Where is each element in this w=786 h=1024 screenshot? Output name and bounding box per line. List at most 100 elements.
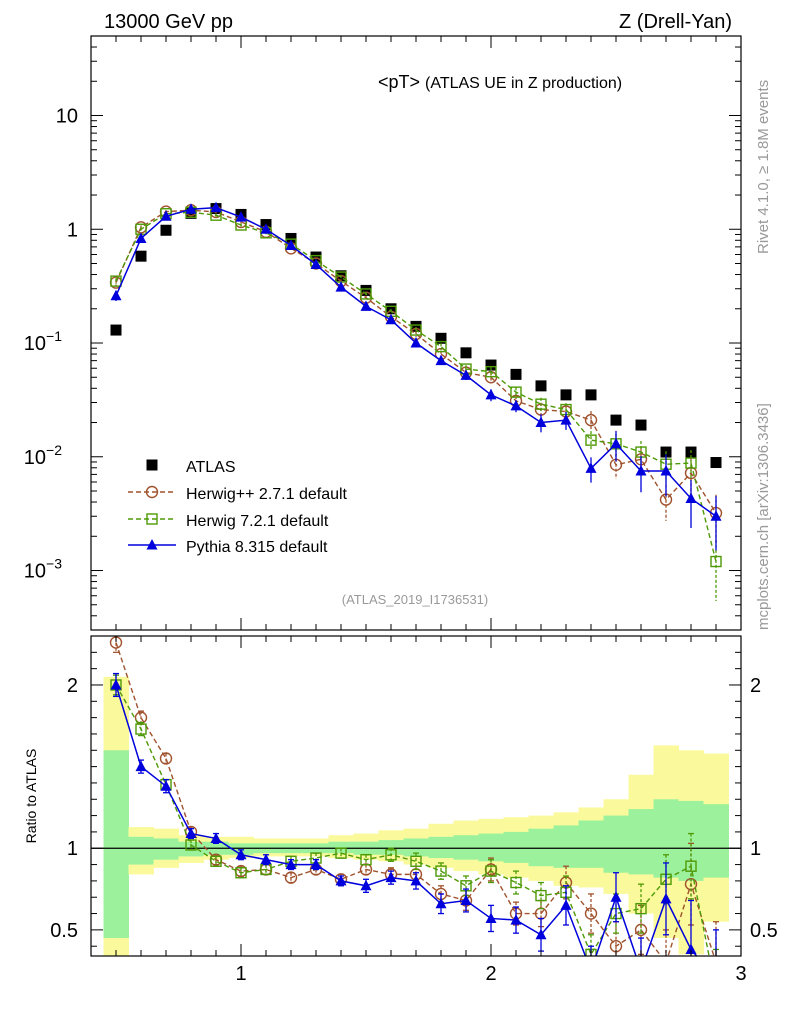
band-green <box>628 809 654 875</box>
legend-label-herwigpp: Herwig++ 2.7.1 default <box>186 486 348 503</box>
ratio-point <box>135 760 147 772</box>
ratio-point <box>685 943 697 954</box>
data-point <box>435 354 447 366</box>
ratio-point <box>110 678 122 690</box>
x-tick-label: 1 <box>235 963 246 985</box>
rivet-label: Rivet 4.1.0, ≥ 1.8M events <box>755 80 772 254</box>
band-green <box>228 843 254 855</box>
y-tick-label: 10−1 <box>24 328 62 355</box>
ratio-point <box>410 855 422 868</box>
data-point <box>160 210 172 221</box>
legend-marker-herwigpp <box>145 485 159 499</box>
legend-label-atlas: ATLAS <box>186 459 236 476</box>
data-point <box>310 251 322 263</box>
chart-title: <pT> <box>378 72 420 92</box>
ratio-point <box>285 858 297 870</box>
ratio-point <box>160 780 172 791</box>
ratio-point <box>335 847 347 859</box>
legend-label-pythia: Pythia 8.315 default <box>186 539 328 556</box>
ratio-point <box>510 914 522 925</box>
ratio-point <box>410 874 422 886</box>
data-point <box>485 365 497 378</box>
data-point <box>535 380 547 392</box>
ratio-point <box>711 973 722 984</box>
ratio-frame <box>90 635 742 957</box>
ratio-point <box>284 871 298 884</box>
ratio-point <box>385 849 397 861</box>
band-green <box>703 804 729 878</box>
data-point <box>710 510 722 521</box>
ratio-point <box>660 892 672 904</box>
ratio-y-tick-label: 2 <box>67 675 78 697</box>
data-point <box>385 313 397 325</box>
data-point <box>585 389 597 401</box>
ratio-panel: 0.5 0.5 1 1 2 2 1 2 3 <box>50 635 778 985</box>
series-pythia <box>110 201 722 551</box>
data-point <box>510 386 522 398</box>
legend-marker-herwig7 <box>146 513 158 525</box>
ratio-point <box>661 957 672 968</box>
data-point <box>335 281 347 292</box>
band-green <box>603 815 629 873</box>
ratio-point <box>685 860 697 872</box>
header-left: 13000 GeV pp <box>104 11 233 33</box>
data-point <box>635 464 647 476</box>
ratio-y-tick-label-right: 2 <box>750 675 761 697</box>
data-point <box>585 462 597 473</box>
x-tick-label: 3 <box>735 963 746 985</box>
data-point <box>485 359 497 371</box>
ratio-point <box>584 907 598 920</box>
data-point <box>485 388 497 400</box>
ratio-point <box>586 965 597 976</box>
ratio-point <box>235 848 247 860</box>
data-point <box>285 239 297 250</box>
data-point <box>135 250 147 262</box>
ratio-point <box>335 874 347 886</box>
data-point <box>160 224 172 236</box>
data-point <box>610 414 622 426</box>
data-point <box>710 555 722 568</box>
band-green <box>153 838 179 860</box>
data-point <box>110 275 122 287</box>
ratio-y-tick-label-right: 1 <box>750 838 761 860</box>
ratio-point <box>460 894 472 905</box>
data-point <box>435 340 447 353</box>
data-point <box>535 398 547 410</box>
data-point <box>110 289 122 301</box>
legend-marker-pythia <box>146 539 158 550</box>
ratio-point <box>185 827 197 839</box>
ratio-point <box>485 912 497 923</box>
legend-label-herwig7: Herwig 7.2.1 default <box>186 513 329 530</box>
legend: ATLAS Herwig++ 2.7.1 default Herwig 7.2.… <box>128 459 348 556</box>
data-point <box>210 201 222 213</box>
band-green <box>103 750 129 939</box>
main-frame <box>90 35 742 631</box>
ratio-point <box>360 853 372 866</box>
ratio-point <box>635 902 647 915</box>
data-point <box>435 332 447 344</box>
ratio-point <box>535 928 547 940</box>
data-point <box>260 223 272 234</box>
ratio-point <box>510 876 522 889</box>
data-point <box>535 416 547 428</box>
band-green <box>478 833 504 862</box>
band-green <box>128 836 154 865</box>
ratio-point <box>485 865 497 877</box>
data-point <box>110 324 122 336</box>
ratio-series-pythia <box>110 672 722 984</box>
data-point <box>410 337 422 348</box>
band-green <box>328 841 354 854</box>
analysis-watermark: (ATLAS_2019_I1736531) <box>342 592 488 607</box>
ratio-y-tick-label-right: 0.5 <box>750 920 778 942</box>
data-point <box>610 437 622 449</box>
data-point <box>360 284 372 296</box>
main-panel: 10−3 10−2 10−1 1 10 <box>24 35 742 631</box>
data-point <box>460 347 472 359</box>
band-green <box>428 836 454 859</box>
data-point <box>585 434 597 446</box>
data-point <box>410 324 422 336</box>
ratio-point <box>235 867 247 879</box>
data-point <box>560 414 572 425</box>
data-point <box>510 368 522 380</box>
